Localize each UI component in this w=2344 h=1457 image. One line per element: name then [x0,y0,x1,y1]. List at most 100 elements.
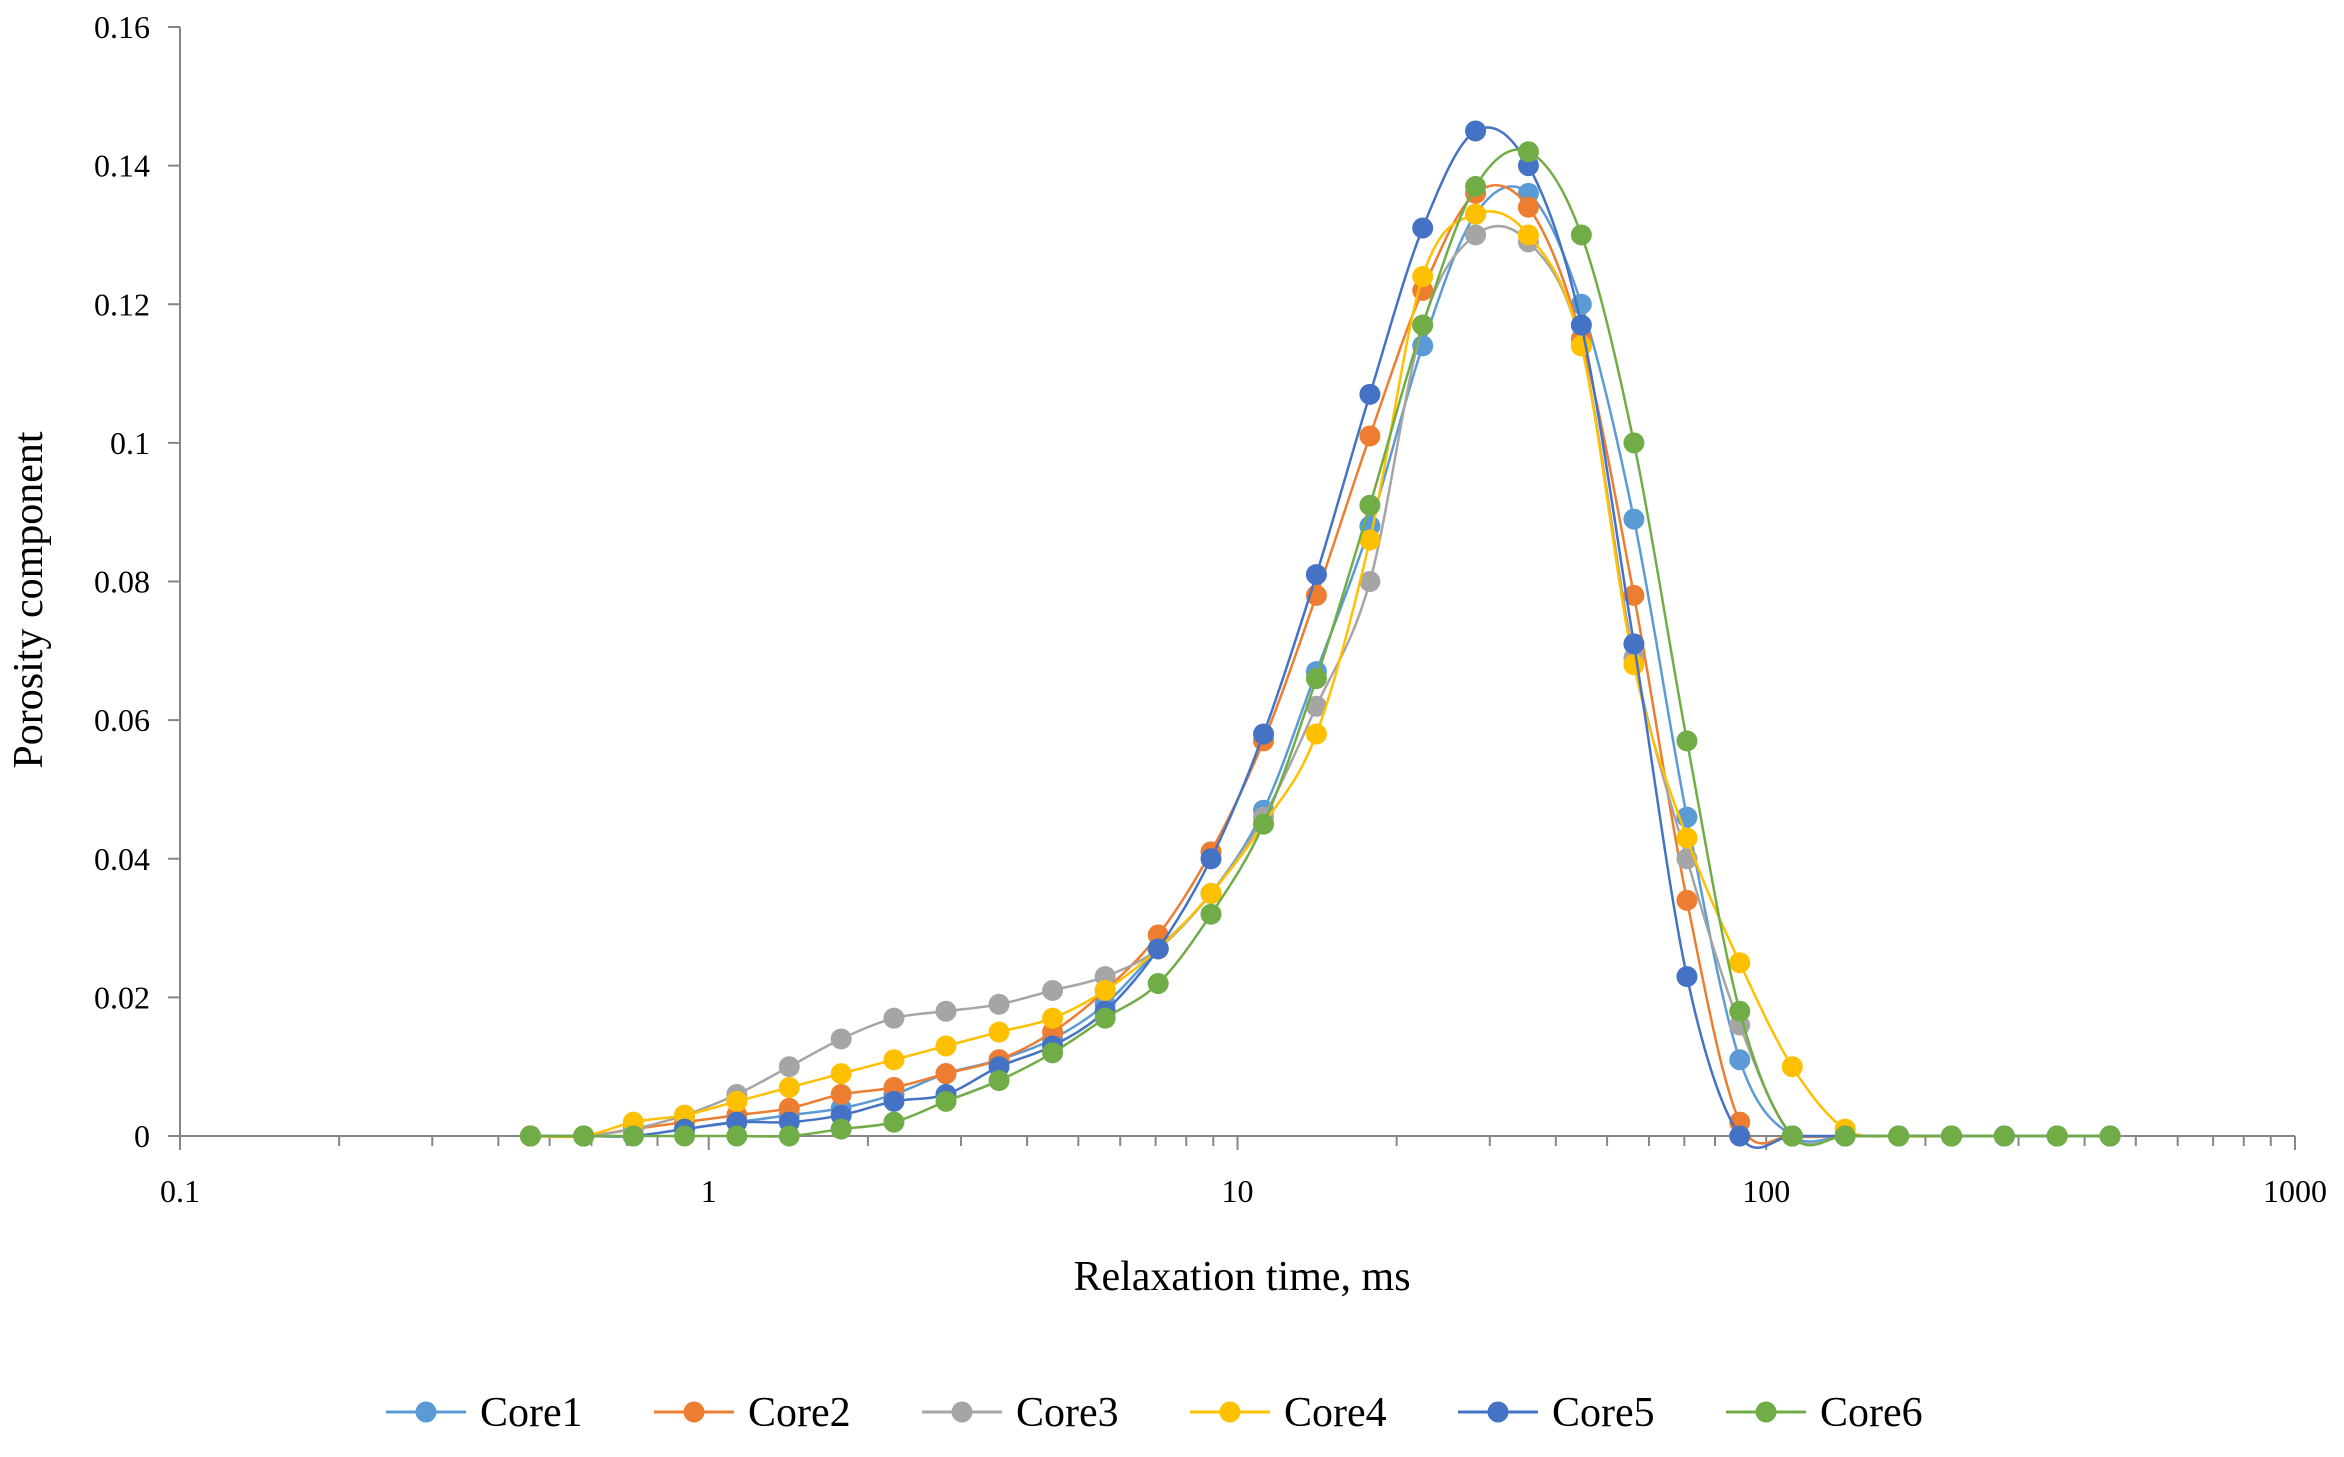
data-point [1359,425,1381,447]
data-point [1042,979,1064,1001]
y-tick-label: 0.08 [94,564,150,600]
data-point [1570,335,1592,357]
data-point [1305,564,1327,586]
data-point [830,1028,852,1050]
data-point [1147,938,1169,960]
data-point [1465,203,1487,225]
data-point [1781,1056,1803,1078]
y-tick-label: 0 [134,1118,150,1154]
data-point [2046,1125,2068,1147]
y-tick-label: 0.02 [94,979,150,1015]
data-point [1359,494,1381,516]
x-tick-label: 1 [701,1173,717,1209]
data-point [1465,120,1487,142]
data-point [1412,314,1434,336]
x-tick-label: 0.1 [160,1173,200,1209]
axes-layer: 0 0.02 0.04 0.06 0.08 0.1 0.12 0.14 0.16 0.1 1 10 10… [94,9,2327,1209]
data-point [830,1118,852,1140]
data-point [1305,668,1327,690]
data-point [1147,973,1169,995]
data-point [988,993,1010,1015]
data-point [2099,1125,2121,1147]
legend-item: Core3 [922,1390,1119,1436]
data-point [883,1090,905,1112]
data-point [935,1063,957,1085]
data-point [1517,196,1539,218]
y-tick-label: 0.06 [94,702,150,738]
data-point [1517,141,1539,163]
data-point [1729,952,1751,974]
data-point [1359,383,1381,405]
series-core5 [519,120,2121,1149]
data-point [1359,571,1381,592]
data-point [883,1049,905,1071]
legend-marker [1219,1401,1241,1423]
data-point [1465,175,1487,197]
legend-item: Core2 [654,1390,851,1436]
y-tick-label: 0.04 [94,841,150,877]
y-tick-label: 0.14 [94,148,150,184]
legend-label: Core3 [1016,1390,1119,1436]
data-point [1200,882,1222,904]
data-point [988,1021,1010,1043]
data-point [573,1125,595,1147]
data-point [1253,723,1275,745]
data-point [1676,827,1698,849]
data-point [1253,813,1275,835]
data-point [726,1125,748,1147]
data-point [1570,314,1592,336]
data-point [726,1090,748,1112]
legend-item: Core4 [1190,1390,1387,1436]
series-layer [519,120,2121,1149]
data-point [1412,217,1434,239]
legend-marker [683,1401,705,1423]
legend-label: Core6 [1820,1390,1923,1436]
data-point [1676,966,1698,988]
data-point [830,1083,852,1105]
data-point [1623,654,1645,676]
legend-marker [1487,1401,1509,1423]
data-point [1729,1049,1751,1071]
data-point [778,1076,800,1098]
x-axis-label: Relaxation time, ms [1073,1254,1410,1300]
data-point [830,1063,852,1085]
data-point [1623,432,1645,454]
data-point [1834,1125,1856,1147]
data-point [1623,633,1645,655]
data-point [1940,1125,1962,1147]
legend-item: Core1 [386,1390,583,1436]
legend-marker [415,1401,437,1423]
y-axis-label: Porosity component [6,431,52,768]
data-point [1676,889,1698,911]
legend-label: Core1 [480,1390,583,1436]
data-point [1570,224,1592,246]
legend-marker [951,1401,973,1423]
data-point [1359,529,1381,551]
data-point [1729,1000,1751,1022]
legend: Core1 Core2 Core3 Core4 Core5 Core6 [386,1390,1923,1436]
data-point [1042,1042,1064,1064]
data-point [1412,266,1434,288]
data-point [1200,848,1222,870]
data-point [883,1111,905,1133]
data-point [988,1070,1010,1092]
data-point [1094,1007,1116,1029]
data-point [935,1035,957,1057]
data-point [778,1125,800,1147]
y-tick-label: 0.16 [94,9,150,45]
data-point [1623,508,1645,530]
series-line [530,148,2111,1147]
data-point [1517,224,1539,246]
data-point [519,1125,541,1147]
legend-label: Core5 [1552,1390,1655,1436]
data-point [778,1056,800,1078]
y-tick-label: 0.1 [110,425,150,461]
x-tick-label: 10 [1222,1173,1254,1209]
legend-label: Core2 [748,1390,851,1436]
data-point [1305,723,1327,745]
series-core6 [519,141,2121,1147]
series-line [530,126,2111,1149]
data-point [1993,1125,2015,1147]
